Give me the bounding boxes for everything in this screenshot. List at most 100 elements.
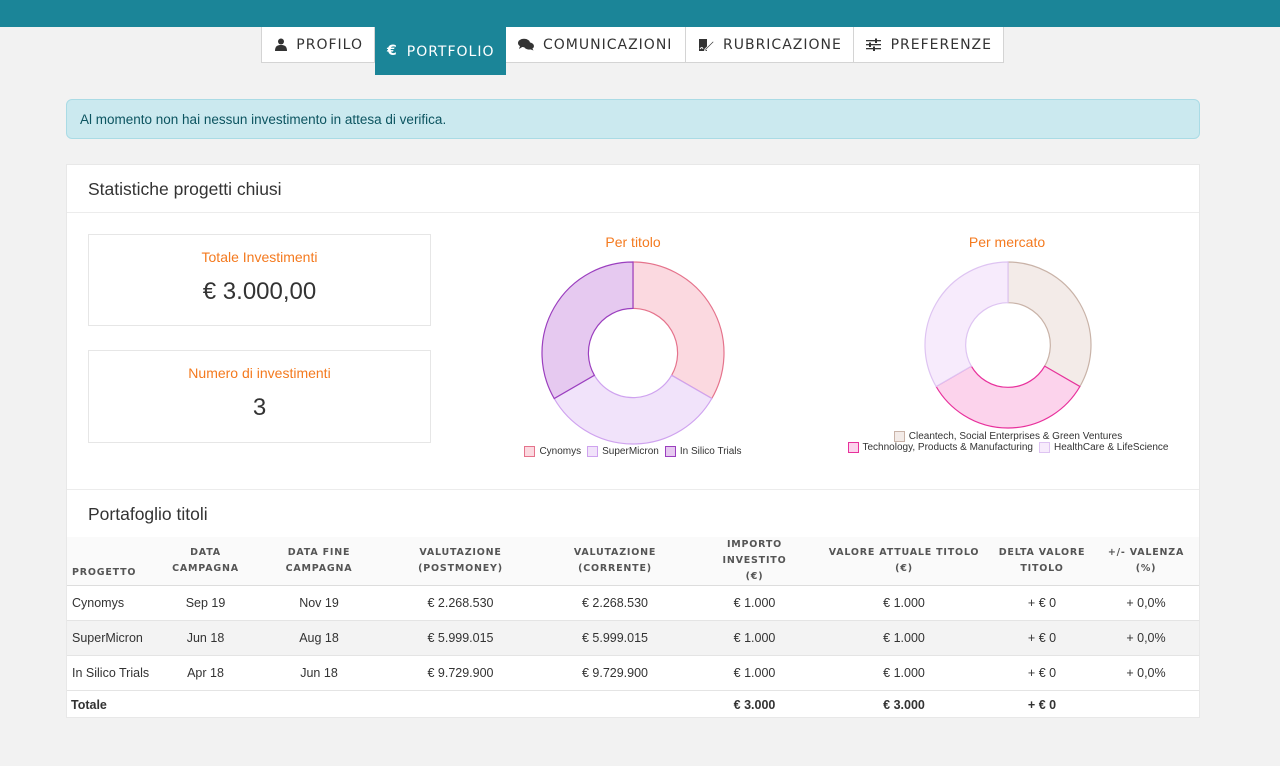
- tab-label: PROFILO: [296, 36, 363, 53]
- tab-label: RUBRICAZIONE: [723, 36, 842, 53]
- cell-valenza: + 0,0%: [1093, 585, 1199, 621]
- cell-valutazione-postmoney: € 9.729.900: [383, 655, 538, 691]
- legend-per-mercato: Cleantech, Social Enterprises & Green Ve…: [827, 431, 1189, 453]
- cell-valutazione-corrente: € 2.268.530: [538, 585, 692, 621]
- legend-item[interactable]: Cynomys: [524, 446, 581, 457]
- legend-swatch: [587, 446, 599, 457]
- col-header-data-campagna: DATA CAMPAGNA: [156, 537, 255, 586]
- tab-label: COMUNICAZIONI: [543, 36, 673, 53]
- legend-swatch: [664, 446, 676, 457]
- cell-valutazione-corrente: € 9.729.900: [538, 655, 692, 691]
- cell-valutazione-postmoney: € 2.268.530: [383, 585, 538, 621]
- col-header-valutazione-corrente: VALUTAZIONE (CORRENTE): [538, 537, 692, 586]
- legend-item[interactable]: Cleantech, Social Enterprises & Green Ve…: [893, 431, 1123, 442]
- col-header-importo-investito: IMPORTO INVESTITO (€): [692, 537, 817, 586]
- donut-slice-healthcare-lifescience[interactable]: [924, 261, 1009, 388]
- tab-profilo[interactable]: PROFILO: [261, 27, 375, 63]
- cell-importo-investito: € 1.000: [692, 585, 817, 621]
- cell-total-valore: € 3.000: [817, 690, 991, 719]
- cell-data-fine: Jun 18: [255, 655, 383, 691]
- donut-slice-cynomys[interactable]: [632, 261, 725, 400]
- legend-label: Cleantech, Social Enterprises & Green Ve…: [908, 431, 1123, 442]
- tab-label: PREFERENZE: [890, 36, 992, 53]
- total-investments-label: Totale Investimenti: [201, 249, 318, 265]
- legend-item[interactable]: Technology, Products & Manufacturing: [847, 442, 1033, 453]
- cell-data-campagna: Apr 18: [156, 655, 255, 691]
- cell-valore-attuale: € 1.000: [817, 620, 991, 656]
- cell-data-fine: Aug 18: [255, 620, 383, 656]
- top-bar: [0, 0, 1280, 27]
- cell-valore-attuale: € 1.000: [817, 655, 991, 691]
- legend-label: HealthCare & LifeScience: [1053, 442, 1169, 453]
- cell-valenza: + 0,0%: [1093, 655, 1199, 691]
- donut-chart-per-titolo: [541, 261, 725, 445]
- tab-comunicazioni[interactable]: COMUNICAZIONI: [506, 27, 686, 63]
- donut-slice-supermicron[interactable]: [553, 374, 713, 445]
- col-header-data-fine: DATA FINE CAMPAGNA: [255, 537, 383, 586]
- table-total-row: Totale € 3.000 € 3.000 + € 0: [67, 690, 1199, 719]
- col-header-valore-attuale: VALORE ATTUALE TITOLO (€): [817, 537, 991, 586]
- cell-valenza: + 0,0%: [1093, 620, 1199, 656]
- legend-swatch: [524, 446, 536, 457]
- legend-swatch: [1038, 442, 1050, 453]
- legend-per-titolo: Cynomys SuperMicron In Silico Trials: [487, 446, 779, 457]
- total-investments-value: € 3.000,00: [202, 278, 317, 305]
- cell-progetto: SuperMicron: [67, 620, 156, 656]
- legend-item[interactable]: SuperMicron: [587, 446, 659, 457]
- cell-data-campagna: Jun 18: [156, 620, 255, 656]
- cell-total-label: Totale: [67, 690, 156, 719]
- cell-delta-valore: + € 0: [991, 655, 1093, 691]
- stats-title: Statistiche progetti chiusi: [88, 179, 282, 199]
- nav-tabs: PROFILO € PORTFOLIO COMUNICAZIONI RUBRIC…: [261, 27, 1004, 75]
- cell-progetto: Cynomys: [67, 585, 156, 621]
- investments-count-value: 3: [252, 394, 267, 421]
- chat-icon: [518, 38, 534, 52]
- cell-delta-valore: + € 0: [991, 585, 1093, 621]
- tab-rubricazione[interactable]: RUBRICAZIONE: [686, 27, 854, 63]
- cell-valutazione-corrente: € 5.999.015: [538, 620, 692, 656]
- col-header-progetto: PROGETTO: [67, 537, 156, 586]
- tab-preferenze[interactable]: PREFERENZE: [854, 27, 1004, 63]
- cell-valore-attuale: € 1.000: [817, 585, 991, 621]
- total-investments-box: Totale Investimenti € 3.000,00: [88, 234, 431, 326]
- cell-importo-investito: € 1.000: [692, 620, 817, 656]
- cell-delta-valore: + € 0: [991, 620, 1093, 656]
- table-row: In Silico Trials Apr 18 Jun 18 € 9.729.9…: [67, 655, 1199, 691]
- info-alert: Al momento non hai nessun investimento i…: [66, 99, 1200, 139]
- cell-data-fine: Nov 19: [255, 585, 383, 621]
- cell-valutazione-postmoney: € 5.999.015: [383, 620, 538, 656]
- portfolio-table: PROGETTO DATA CAMPAGNA DATA FINE CAMPAGNA …: [67, 537, 1199, 719]
- legend-label: Technology, Products & Manufacturing: [862, 442, 1033, 453]
- euro-icon: €: [387, 42, 398, 59]
- chart-title-per-titolo: Per titolo: [605, 234, 661, 250]
- legend-label: Cynomys: [539, 446, 582, 457]
- donut-slice-cleantech-social-enterprises-green-ventures[interactable]: [1007, 261, 1092, 388]
- table-header-row: PROGETTO DATA CAMPAGNA DATA FINE CAMPAGNA …: [67, 537, 1199, 586]
- cell-total-delta: + € 0: [991, 690, 1093, 719]
- donut-slice-technology-products-manufacturing[interactable]: [935, 365, 1081, 429]
- cell-empty: [538, 690, 692, 719]
- cell-importo-investito: € 1.000: [692, 655, 817, 691]
- legend-label: SuperMicron: [602, 446, 659, 457]
- sliders-icon: [866, 38, 882, 52]
- cell-progetto: In Silico Trials: [67, 655, 156, 691]
- legend-swatch: [847, 442, 859, 453]
- col-header-valutazione-postmoney: VALUTAZIONE (POSTMONEY): [383, 537, 538, 586]
- legend-item[interactable]: In Silico Trials: [664, 446, 742, 457]
- cell-empty: [156, 690, 255, 719]
- tab-portfolio[interactable]: € PORTFOLIO: [375, 27, 506, 75]
- donut-slice-in-silico-trials[interactable]: [541, 261, 634, 400]
- user-icon: [274, 38, 287, 52]
- tab-label: PORTFOLIO: [406, 43, 495, 60]
- cell-empty: [383, 690, 538, 719]
- stats-divider: [67, 212, 1199, 213]
- cell-empty: [1093, 690, 1199, 719]
- legend-swatch: [893, 431, 905, 442]
- cell-total-importo: € 3.000: [692, 690, 817, 719]
- table-row: Cynomys Sep 19 Nov 19 € 2.268.530 € 2.26…: [67, 585, 1199, 621]
- investments-count-label: Numero di investimenti: [188, 365, 331, 381]
- legend-item[interactable]: HealthCare & LifeScience: [1038, 442, 1169, 453]
- cell-empty: [255, 690, 383, 719]
- portfolio-title: Portafoglio titoli: [88, 504, 208, 524]
- statistics-card: Statistiche progetti chiusi Totale Inves…: [66, 164, 1200, 719]
